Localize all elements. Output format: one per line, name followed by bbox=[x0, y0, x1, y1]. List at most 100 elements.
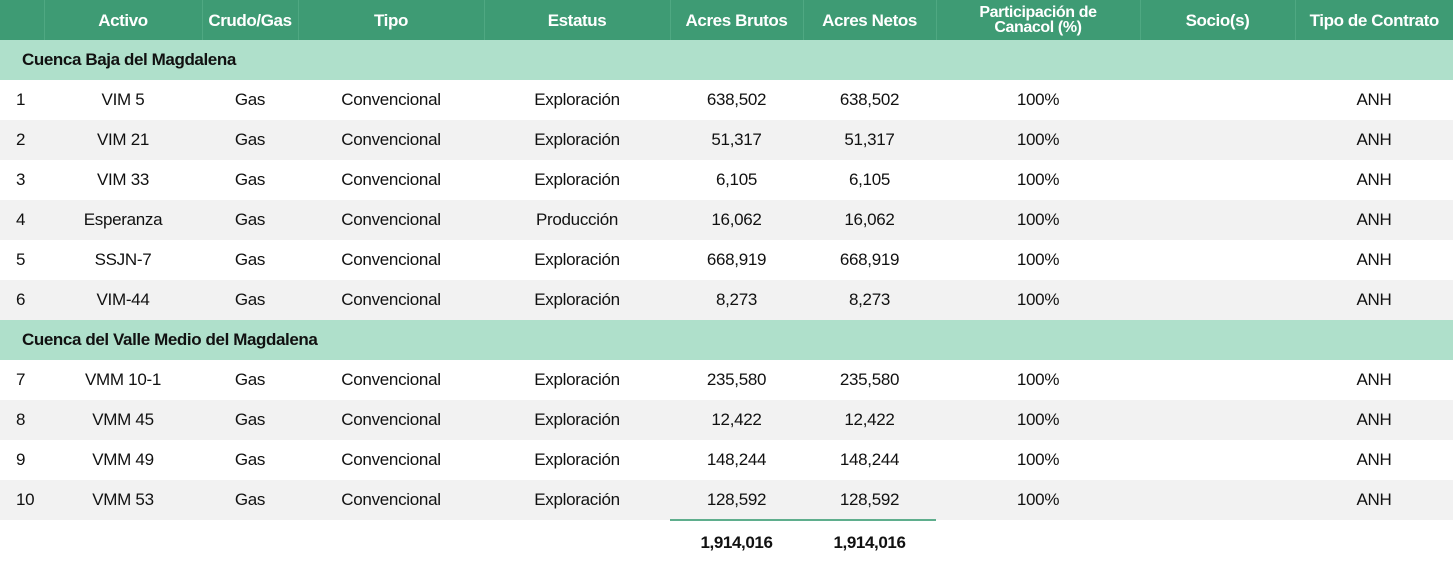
cell-socios bbox=[1140, 160, 1295, 200]
totals-row: 1,914,016 1,914,016 bbox=[0, 519, 1453, 565]
cell-activo: VIM 33 bbox=[96, 170, 150, 189]
cell-tipo-contrato: ANH bbox=[1356, 370, 1392, 389]
table-row: 1 VIM 5 Gas Convencional Exploración 638,502 6… bbox=[0, 80, 1453, 120]
cell-crudo-gas: Gas bbox=[234, 290, 266, 309]
cell-socios bbox=[1140, 240, 1295, 280]
header-row: Activo Crudo/Gas Tipo Estatus Acres Brut… bbox=[0, 0, 1453, 40]
cell-tipo-contrato: ANH bbox=[1356, 210, 1392, 229]
cell-estatus: Exploración bbox=[534, 450, 620, 469]
table-row: 8 VMM 45 Gas Convencional Exploración 12,422 1… bbox=[0, 400, 1453, 440]
section-header-row: Cuenca Baja del Magdalena bbox=[0, 40, 1453, 80]
total-empty-cell bbox=[936, 520, 1140, 565]
cell-estatus: Exploración bbox=[534, 250, 620, 269]
cell-tipo-contrato: ANH bbox=[1356, 90, 1392, 109]
cell-acres-netos: 6,105 bbox=[848, 170, 891, 189]
cell-estatus: Exploración bbox=[534, 410, 620, 429]
cell-tipo-contrato: ANH bbox=[1356, 250, 1392, 269]
header-participacion: Participación de Canacol (%) bbox=[936, 0, 1141, 40]
header-socios: Socio(s) bbox=[1140, 0, 1296, 40]
cell-participacion: 100% bbox=[1016, 170, 1060, 189]
cell-estatus: Exploración bbox=[534, 370, 620, 389]
cell-num: 2 bbox=[16, 130, 26, 149]
cell-crudo-gas: Gas bbox=[234, 410, 266, 429]
table-row: 10 VMM 53 Gas Convencional Exploración 128,59… bbox=[0, 480, 1453, 520]
cell-participacion: 100% bbox=[1016, 210, 1060, 229]
cell-acres-netos: 128,592 bbox=[839, 489, 900, 509]
cell-tipo: Convencional bbox=[341, 490, 441, 509]
cell-acres-brutos: 638,502 bbox=[706, 90, 767, 109]
cell-acres-netos: 16,062 bbox=[844, 210, 895, 229]
table-row: 3 VIM 33 Gas Convencional Exploración 6,105 6,… bbox=[0, 160, 1453, 200]
cell-crudo-gas: Gas bbox=[234, 490, 266, 509]
section-title: Cuenca Baja del Magdalena bbox=[22, 50, 236, 69]
table-row: 5 SSJN-7 Gas Convencional Exploración 668,919… bbox=[0, 240, 1453, 280]
cell-acres-brutos: 668,919 bbox=[706, 250, 767, 269]
cell-estatus: Producción bbox=[535, 210, 619, 229]
cell-activo: VIM 5 bbox=[101, 90, 145, 109]
cell-participacion: 100% bbox=[1016, 450, 1060, 469]
cell-acres-brutos: 6,105 bbox=[715, 170, 758, 189]
cell-acres-brutos: 235,580 bbox=[706, 370, 767, 389]
cell-num: 6 bbox=[16, 290, 26, 309]
cell-participacion: 100% bbox=[1016, 290, 1060, 309]
table-row: 4 Esperanza Gas Convencional Producción 16,06… bbox=[0, 200, 1453, 240]
cell-socios bbox=[1140, 200, 1295, 240]
cell-participacion: 100% bbox=[1016, 490, 1060, 509]
cell-participacion: 100% bbox=[1016, 130, 1060, 149]
cell-crudo-gas: Gas bbox=[234, 210, 266, 229]
header-tipo-contrato: Tipo de Contrato bbox=[1309, 10, 1440, 30]
cell-estatus: Exploración bbox=[534, 490, 620, 509]
cell-acres-netos: 8,273 bbox=[848, 290, 891, 309]
cell-socios bbox=[1140, 280, 1295, 320]
header-activo: Activo bbox=[44, 0, 203, 40]
cell-socios bbox=[1140, 360, 1295, 400]
cell-tipo: Convencional bbox=[341, 290, 441, 309]
section-header-row: Cuenca del Valle Medio del Magdalena bbox=[0, 320, 1453, 360]
cell-activo: VIM-44 bbox=[96, 290, 150, 309]
cell-num: 10 bbox=[16, 490, 35, 509]
total-empty-cell bbox=[298, 520, 484, 565]
cell-acres-netos: 235,580 bbox=[839, 370, 900, 389]
cell-acres-brutos: 128,592 bbox=[706, 489, 767, 509]
cell-tipo-contrato: ANH bbox=[1356, 450, 1392, 469]
cell-tipo-contrato: ANH bbox=[1356, 290, 1392, 309]
cell-estatus: Exploración bbox=[534, 290, 620, 309]
header-crudo-gas: Crudo/Gas bbox=[202, 0, 299, 40]
cell-num: 7 bbox=[16, 370, 26, 389]
cell-activo: VMM 45 bbox=[92, 410, 154, 429]
cell-participacion: 100% bbox=[1016, 370, 1060, 389]
header-participacion-line2: Canacol (%) bbox=[994, 19, 1082, 36]
cell-activo: VMM 49 bbox=[92, 450, 154, 469]
cell-num: 5 bbox=[16, 250, 26, 269]
table-row: 2 VIM 21 Gas Convencional Exploración 51,317 5… bbox=[0, 120, 1453, 160]
cell-acres-netos: 668,919 bbox=[839, 250, 900, 269]
cell-acres-brutos: 148,244 bbox=[706, 450, 767, 469]
cell-acres-brutos: 16,062 bbox=[711, 210, 762, 229]
cell-socios bbox=[1140, 400, 1295, 440]
total-acres-netos: 1,914,016 bbox=[803, 519, 936, 565]
cell-num: 9 bbox=[16, 450, 26, 469]
total-empty-cell bbox=[202, 520, 298, 565]
cell-acres-netos: 148,244 bbox=[839, 450, 900, 469]
total-empty-cell bbox=[44, 520, 202, 565]
cell-tipo-contrato: ANH bbox=[1356, 410, 1392, 429]
cell-estatus: Exploración bbox=[534, 170, 620, 189]
cell-num: 8 bbox=[16, 410, 26, 429]
table-row: 9 VMM 49 Gas Convencional Exploración 148,244… bbox=[0, 440, 1453, 480]
header-participacion-line1: Participación de bbox=[979, 4, 1097, 21]
header-estatus: Estatus bbox=[484, 0, 671, 40]
cell-estatus: Exploración bbox=[534, 90, 620, 109]
cell-acres-netos: 638,502 bbox=[839, 90, 900, 109]
cell-activo: Esperanza bbox=[83, 210, 163, 229]
header-tipo: Tipo bbox=[298, 0, 485, 40]
cell-acres-brutos: 51,317 bbox=[711, 130, 762, 149]
cell-crudo-gas: Gas bbox=[234, 170, 266, 189]
header-acres-netos: Acres Netos bbox=[803, 0, 937, 40]
table-row: 6 VIM-44 Gas Convencional Exploración 8,273 8,… bbox=[0, 280, 1453, 320]
total-empty-cell bbox=[0, 520, 44, 565]
cell-tipo: Convencional bbox=[341, 170, 441, 189]
cell-participacion: 100% bbox=[1016, 250, 1060, 269]
table-body: Cuenca Baja del Magdalena 1 VIM 5 Gas Conven… bbox=[0, 40, 1453, 565]
cell-tipo: Convencional bbox=[341, 250, 441, 269]
